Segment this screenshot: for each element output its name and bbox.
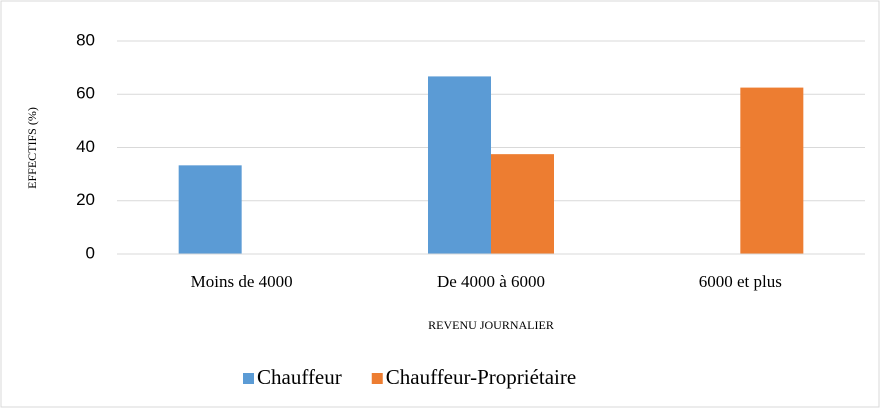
y-tick-label: 20: [76, 190, 95, 209]
bar: [740, 87, 804, 254]
y-tick-label: 60: [76, 84, 95, 103]
y-tick-label: 80: [76, 30, 95, 49]
bar: [428, 76, 491, 254]
bar: [178, 165, 242, 254]
y-axis-title: EFFECTIFS (%): [25, 107, 39, 189]
x-tick-label: Moins de 4000: [191, 272, 293, 291]
y-tick-label: 40: [76, 137, 95, 156]
bar: [491, 154, 554, 254]
legend-swatch: [243, 373, 254, 384]
legend-label: Chauffeur: [257, 365, 342, 389]
legend-label: Chauffeur-Propriétaire: [386, 365, 576, 389]
x-tick-label: 6000 et plus: [699, 272, 782, 291]
x-axis-title: REVENU JOURNALIER: [428, 318, 554, 332]
y-tick-label: 0: [86, 243, 95, 262]
legend-swatch: [371, 373, 383, 384]
x-tick-label: De 4000 à 6000: [437, 272, 545, 291]
